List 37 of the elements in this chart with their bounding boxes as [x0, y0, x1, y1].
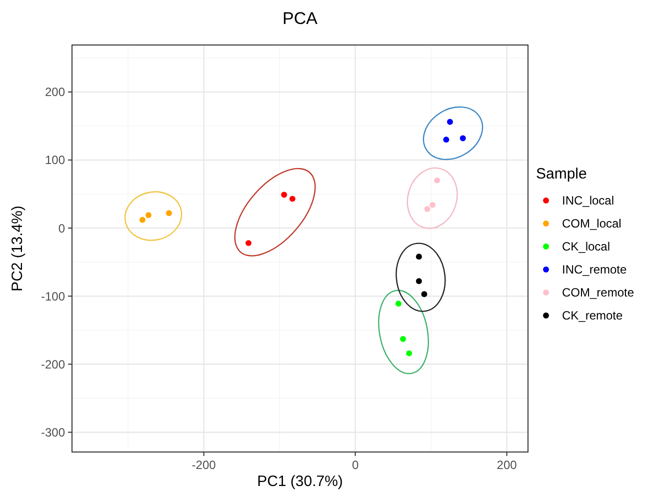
- y-tick-label: 200: [44, 85, 66, 100]
- point: [166, 210, 172, 216]
- legend-title: Sample: [536, 166, 587, 182]
- point: [416, 254, 422, 260]
- y-tick-label: -100: [40, 289, 66, 304]
- point: [395, 300, 402, 307]
- point: [400, 336, 406, 342]
- x-tick-label: -200: [192, 458, 216, 472]
- x-tick-label: 200: [496, 458, 518, 472]
- point: [443, 136, 450, 143]
- legend-label: COM_remote: [562, 286, 634, 300]
- legend-label: INC_remote: [562, 262, 628, 277]
- legend-label: CK_remote: [562, 308, 624, 323]
- point: [406, 350, 412, 356]
- point: [289, 196, 296, 202]
- y-tick-label: 100: [44, 153, 66, 168]
- chart-title: PCA: [282, 9, 318, 28]
- point: [424, 206, 430, 212]
- y-tick-label: -200: [40, 357, 66, 372]
- point: [446, 118, 453, 125]
- point: [434, 177, 440, 184]
- x-axis-title: PC1 (30.7%): [257, 473, 343, 490]
- y-tick-label: -300: [40, 425, 66, 440]
- y-axis-title: PC2 (13.4%): [9, 206, 26, 292]
- point: [416, 278, 422, 284]
- point: [246, 240, 252, 246]
- point: [421, 291, 428, 298]
- point: [139, 216, 146, 223]
- legend-label: INC_local: [562, 194, 614, 208]
- point: [430, 202, 436, 208]
- point: [146, 212, 152, 218]
- legend-label: CK_local: [562, 240, 610, 254]
- point: [281, 192, 288, 198]
- y-tick-label: 0: [58, 221, 66, 236]
- x-tick-label: 0: [352, 458, 359, 472]
- legend-label: COM_local: [562, 216, 622, 231]
- point: [460, 135, 466, 142]
